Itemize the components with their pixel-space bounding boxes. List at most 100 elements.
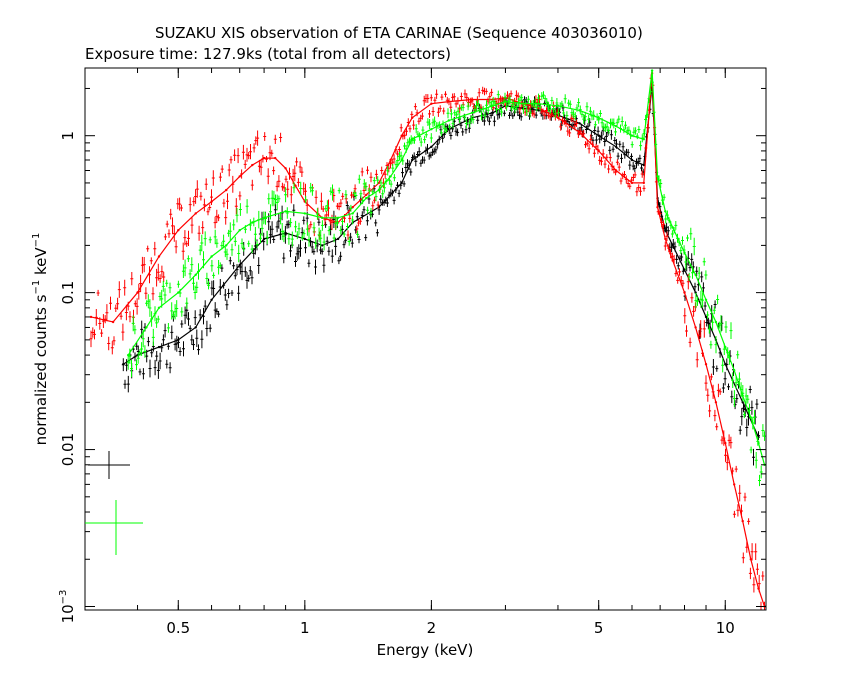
data-point [447,119,450,122]
data-point [389,175,392,178]
chart-title: SUZAKU XIS observation of ETA CARINAE (S… [155,24,643,42]
data-point [430,102,433,105]
data-point [491,104,494,108]
data-point [251,221,254,224]
data-point [724,363,727,366]
data-point [210,255,213,258]
data-point [284,231,287,235]
data-point [336,216,340,219]
data-point [194,212,197,215]
data-point [683,251,686,254]
plot-frame [84,67,767,611]
data-point [556,104,560,108]
data-point [238,229,241,232]
error-bar-legend-green [85,500,143,555]
data-point [274,156,277,160]
data-point [177,229,180,232]
series-line [90,73,766,607]
data-point [504,100,507,103]
data-point [238,175,241,178]
data-point [642,163,645,167]
data-point [704,298,708,301]
data-point [656,206,659,209]
data-point [127,353,130,357]
data-point [136,291,139,294]
data-point [294,184,297,187]
data-point [741,401,744,404]
data-point [210,200,213,203]
error-bar-legend-black [88,451,130,479]
y-tick-label-text: 0.01 [59,433,77,466]
data-point [321,216,324,219]
data-point [664,237,667,241]
y-axis-label: normalized counts s−1 keV−1 [31,233,50,446]
data-point [262,216,266,219]
data-point [683,291,686,294]
data-point [430,128,433,131]
data-point [597,134,600,137]
data-point [704,315,708,319]
data-point [683,268,686,271]
y-axis-label-mid: keV [32,247,50,280]
data-point [377,188,381,192]
data-point [597,116,600,120]
data-point [642,138,645,141]
data-point [157,345,161,349]
series-layer [89,69,766,611]
data-point [630,181,634,185]
y-tick-label: 1 [59,131,77,141]
data-point [630,158,634,162]
x-axis-label: Energy (keV) [377,641,474,659]
data-point [642,181,645,185]
data-point [194,273,197,276]
data-point [284,167,287,170]
data-point [177,338,180,342]
data-point [411,158,414,162]
spectrum-series [126,69,766,487]
data-point [351,212,354,215]
data-point [303,237,306,241]
data-point [521,102,524,105]
x-tick-label: 0.5 [166,619,190,637]
data-point [578,109,581,112]
data-point [614,145,618,148]
data-point [365,193,368,196]
data-point [664,229,667,232]
y-tick-label: 10−3 [58,590,77,624]
y-tick-label: 0.01 [59,433,77,466]
x-tick-label: 10 [716,619,735,637]
y-tick-label-sup: −3 [58,590,69,605]
data-point [400,158,403,162]
data-point [400,134,403,137]
data-point [749,558,752,561]
data-point [491,111,494,115]
y-axis-label-sup2: −1 [31,233,42,248]
chart-subtitle: Exposure time: 127.9ks (total from all d… [85,45,451,63]
data-point [537,102,540,105]
data-point [671,244,674,247]
data-point [377,181,381,185]
data-point [447,100,450,103]
y-tick-label-text: 10 [59,604,77,623]
data-point [262,156,266,160]
data-point [389,158,392,162]
y-axis-label-sup1: −1 [31,280,42,295]
x-tick-label: 2 [427,619,437,637]
x-tick-label: 1 [300,619,310,637]
data-point [671,259,674,262]
data-point [251,163,254,167]
data-point [749,416,752,419]
data-point [714,401,718,404]
data-point [177,291,180,294]
data-point [694,326,697,329]
data-point [630,134,634,137]
data-point [89,315,93,319]
data-point [724,345,727,349]
data-point [225,244,228,247]
data-point [741,394,744,397]
data-point [614,169,618,172]
data-point [733,483,736,486]
